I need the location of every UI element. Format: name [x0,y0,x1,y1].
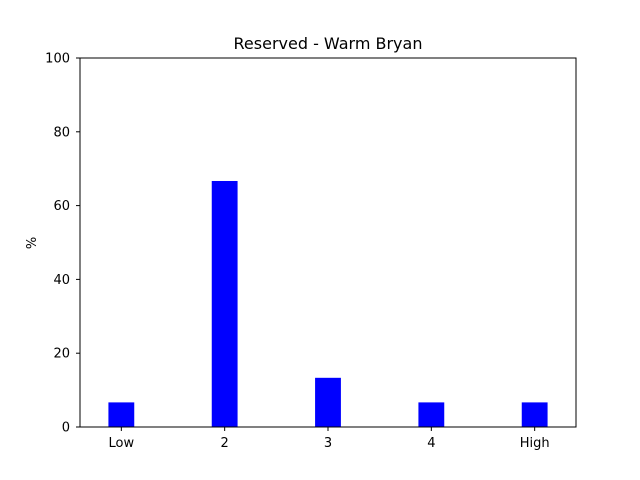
y-axis-label: % [25,237,40,249]
y-tick-label: 80 [53,125,70,140]
x-tick-label: 3 [324,436,332,451]
chart-title: Reserved - Warm Bryan [234,34,423,53]
y-tick-label: 60 [53,199,70,214]
bar-4 [418,402,445,427]
plot-area-frame [79,57,577,428]
x-tick-label: 2 [221,436,229,451]
bar-high [521,402,548,427]
y-tick-label: 0 [62,421,70,436]
y-tick-label: 20 [53,347,70,362]
y-axis-ticks: 0 20 40 60 80 100 [45,52,80,436]
bars-group [108,180,548,427]
y-tick-label: 40 [53,273,70,288]
x-tick-label: High [520,436,550,451]
x-axis-ticks: Low 2 3 4 High [109,427,550,451]
x-tick-label: 4 [427,436,435,451]
bar-2 [211,180,238,427]
y-tick-label: 100 [45,52,70,67]
x-tick-label: Low [109,436,135,451]
bar-low [108,402,135,427]
bar-3 [315,377,341,427]
